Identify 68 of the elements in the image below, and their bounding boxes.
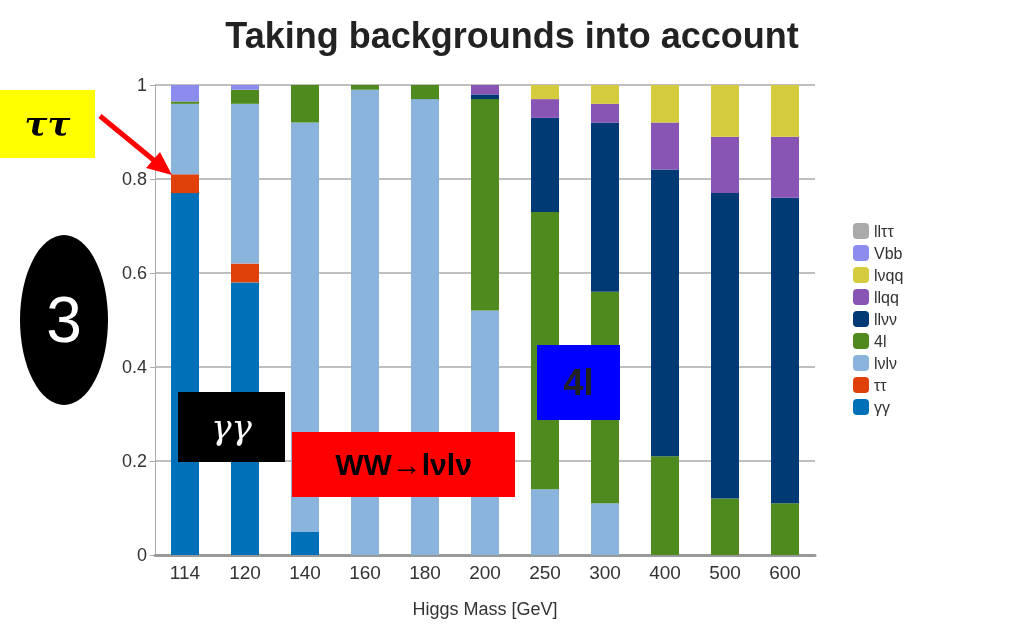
- bar: [531, 85, 559, 100]
- annotation: γγ: [178, 392, 285, 462]
- x-tick-label: 300: [589, 562, 621, 583]
- legend-label: llqq: [874, 288, 899, 306]
- legend-label: ττ: [874, 376, 888, 394]
- bar: [591, 122, 619, 292]
- annotation: WW→lνlν: [292, 432, 515, 497]
- x-tick-label: 140: [289, 562, 321, 583]
- x-tick-label: 120: [229, 562, 261, 583]
- bar: [171, 101, 199, 104]
- bar: [591, 85, 619, 104]
- bar: [171, 103, 199, 175]
- bar: [471, 99, 499, 311]
- bar: [291, 531, 319, 555]
- legend-label: llνν: [874, 310, 898, 328]
- bar: [531, 99, 559, 118]
- legend-label: lνqq: [874, 266, 904, 284]
- chart-title: Taking backgrounds into account: [225, 14, 799, 56]
- text: 3: [20, 235, 108, 405]
- x-tick-label: 200: [469, 562, 501, 583]
- x-tick-label: 250: [529, 562, 561, 583]
- legend-label: Vbb: [874, 244, 903, 262]
- x-axis-title: Higgs Mass [GeV]: [412, 599, 558, 619]
- bar: [531, 117, 559, 212]
- bar: [531, 489, 559, 555]
- x-tick-label: 180: [409, 562, 441, 583]
- bar: [591, 503, 619, 555]
- y-tick-label: 0.8: [121, 169, 147, 189]
- bar: [651, 122, 679, 170]
- text: ττ: [0, 90, 95, 158]
- bar: [171, 85, 199, 102]
- bar: [651, 169, 679, 457]
- bar: [231, 85, 259, 90]
- x-tick-label: 600: [769, 562, 801, 583]
- y-tick-label: 0: [136, 545, 147, 565]
- x-tick-label: 400: [649, 562, 681, 583]
- x-tick-label: 160: [349, 562, 381, 583]
- legend-label: γγ: [874, 398, 890, 416]
- bar: [291, 85, 319, 123]
- y-tick-label: 0.2: [121, 451, 147, 471]
- legend-label: lνlν: [874, 354, 898, 372]
- bar: [171, 174, 199, 194]
- bar: [711, 85, 739, 137]
- bar: [711, 193, 739, 499]
- bar: [351, 85, 379, 90]
- y-tick-label: 0.4: [121, 357, 147, 377]
- bar: [711, 498, 739, 555]
- bar: [591, 103, 619, 123]
- y-tick-label: 1: [136, 75, 147, 95]
- bar: [471, 85, 499, 95]
- bar: [231, 263, 259, 283]
- legend-label: 4l: [874, 332, 887, 350]
- bar: [471, 94, 499, 100]
- bar: [771, 136, 799, 198]
- y-tick-label: 0.6: [121, 263, 147, 283]
- bar: [231, 89, 259, 104]
- bar: [771, 503, 799, 555]
- bar: [711, 136, 739, 194]
- bar: [771, 197, 799, 504]
- x-tick-label: 500: [709, 562, 741, 583]
- bar: [231, 103, 259, 264]
- bar: [651, 85, 679, 123]
- x-tick-label: 114: [169, 562, 201, 583]
- legend-label: llττ: [874, 222, 895, 240]
- bar: [651, 456, 679, 555]
- bar: [411, 85, 439, 100]
- bar: [771, 85, 799, 137]
- annotation: 4l: [537, 345, 620, 420]
